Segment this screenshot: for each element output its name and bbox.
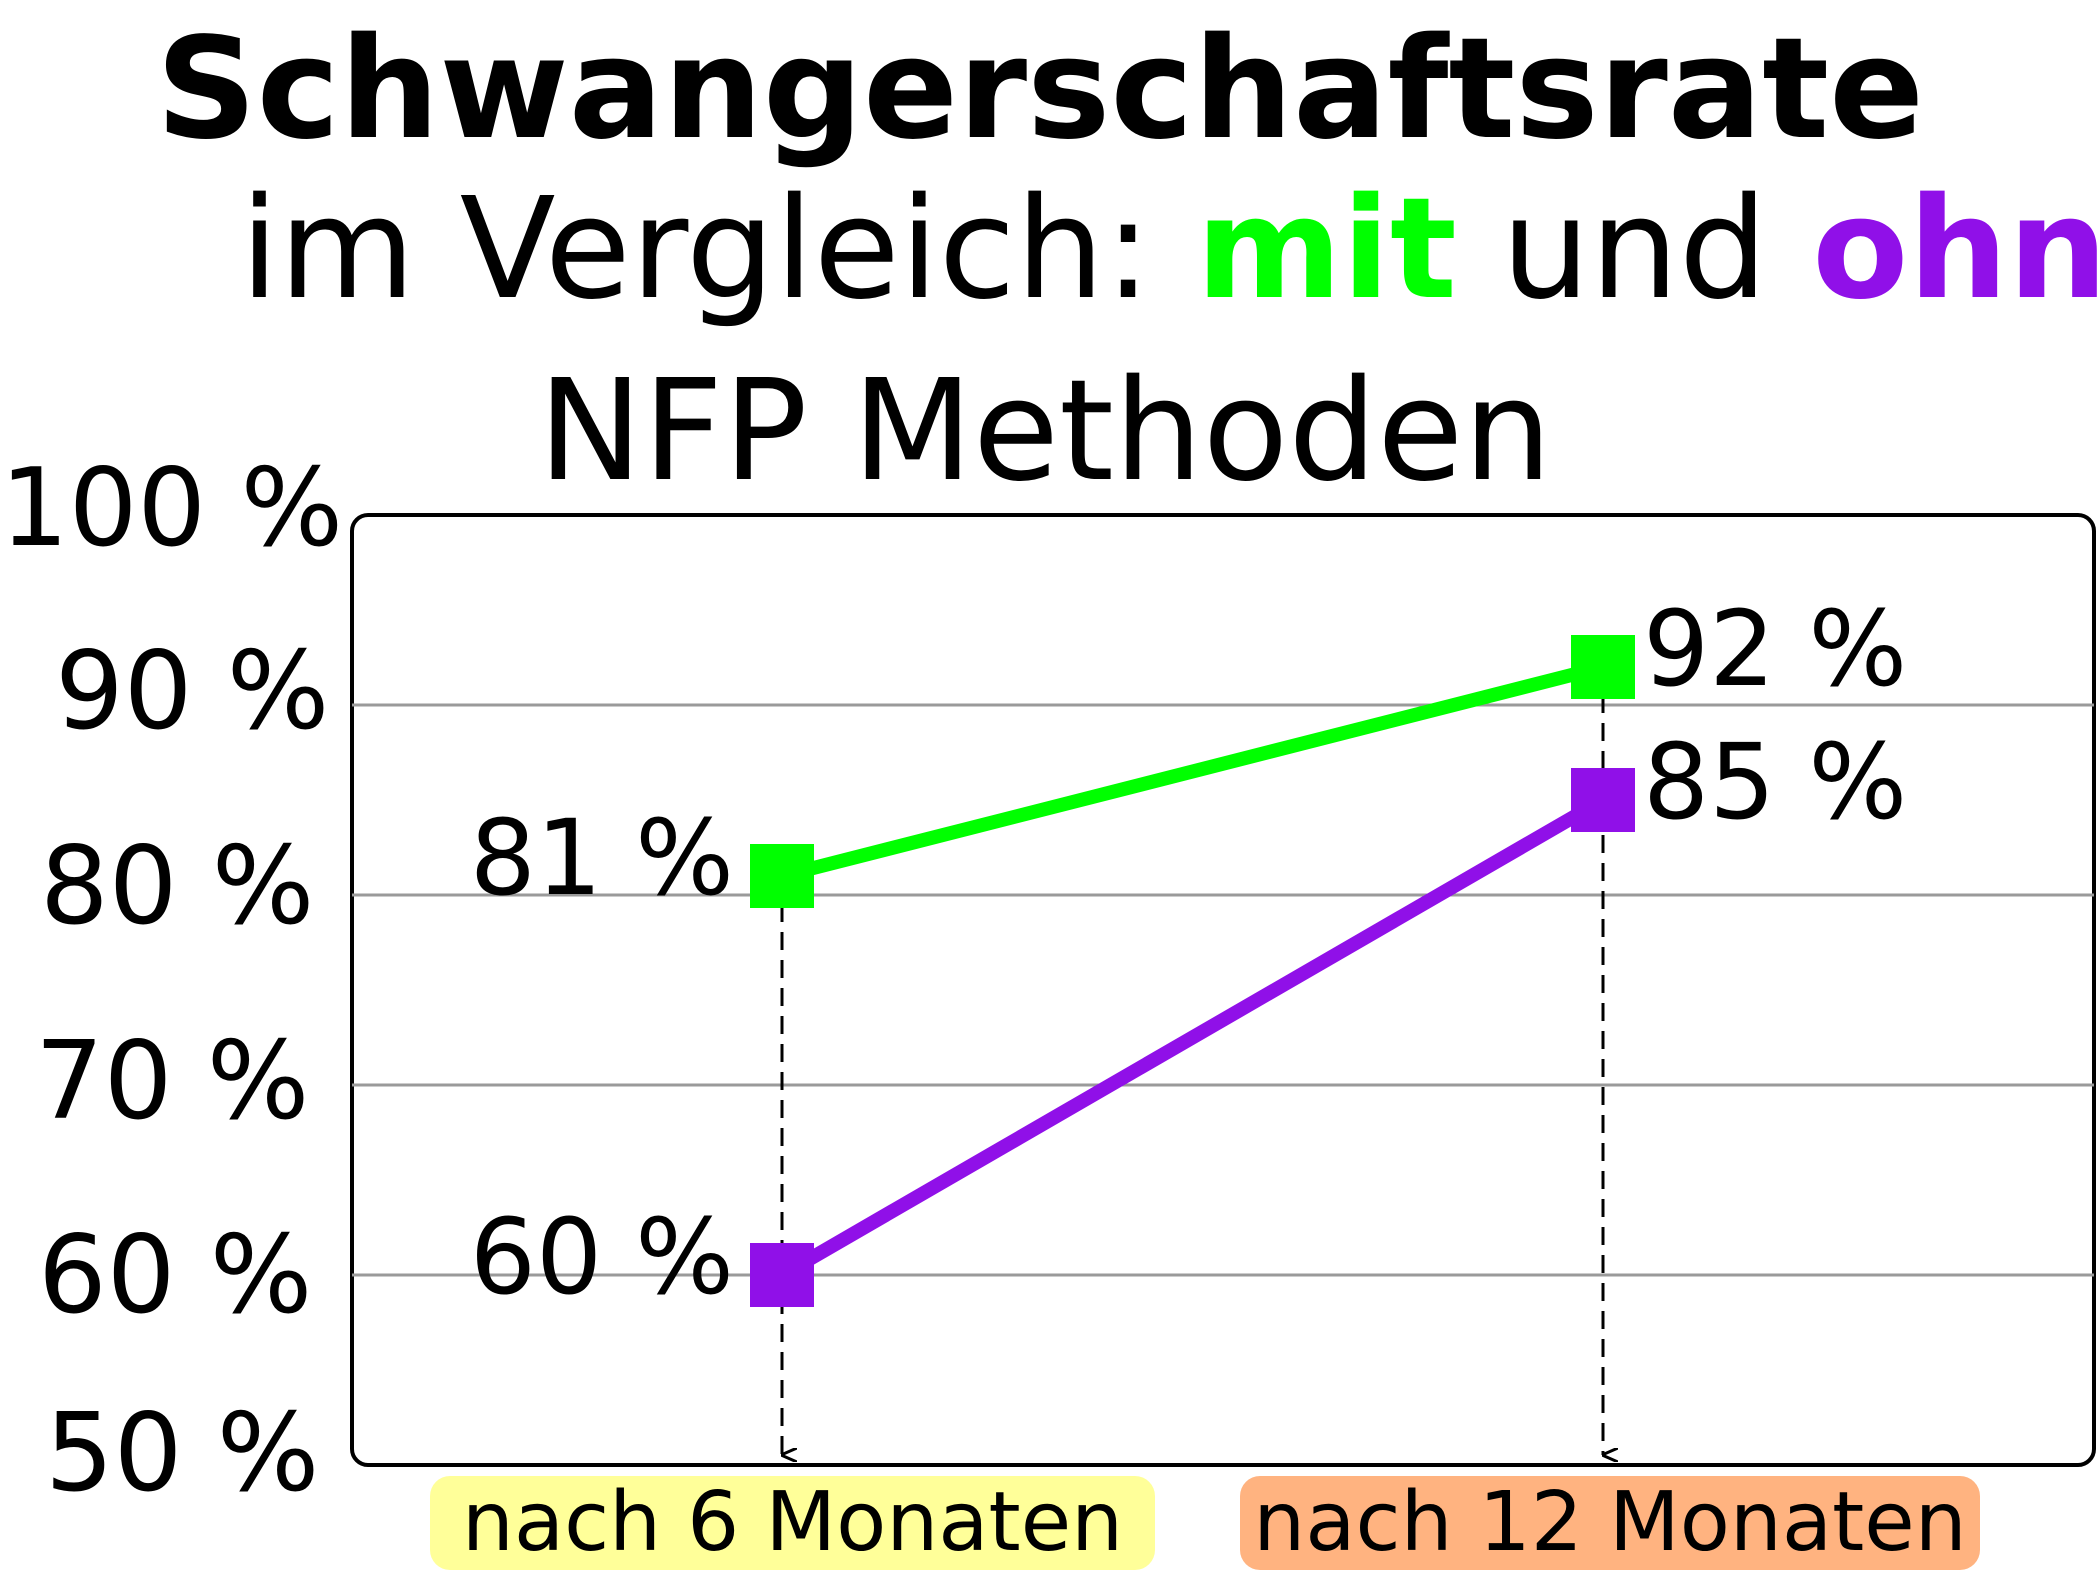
title-mid: und [1456, 168, 1813, 331]
series-line-mit [780, 660, 1605, 883]
title-prefix: im Vergleich: [240, 168, 1197, 331]
y-tick-label: 90 % [55, 629, 330, 754]
data-point-ohne [1571, 768, 1635, 832]
plot-frame [350, 513, 2096, 1467]
data-label-ohne: 60 % [469, 1196, 734, 1318]
title-mit: mit [1196, 168, 1457, 331]
chart-title-line-1: Schwangerschaftsrate [155, 8, 1925, 171]
y-tick-label: 60 % [38, 1213, 313, 1338]
data-label-ohne: 85 % [1643, 721, 1908, 843]
title-ohne: ohne [1812, 168, 2099, 331]
x-category-label: nach 12 Monaten [1240, 1475, 1980, 1571]
data-point-mit [1571, 635, 1635, 699]
data-point-ohne [750, 1243, 814, 1307]
y-tick-label: 70 % [35, 1019, 310, 1144]
chart-title-line-3: NFP Methoden [537, 350, 1553, 513]
data-point-mit [750, 844, 814, 908]
data-label-mit: 92 % [1643, 588, 1908, 710]
y-tick-label: 80 % [40, 824, 315, 949]
x-category-label: nach 6 Monaten [430, 1475, 1155, 1571]
data-label-mit: 81 % [469, 797, 734, 919]
y-tick-label: 100 % [0, 446, 344, 571]
series-line-ohne [778, 793, 1607, 1282]
chart-title-line-2: im Vergleich: mit und ohne [240, 168, 2099, 331]
y-tick-label: 50 % [45, 1391, 320, 1516]
